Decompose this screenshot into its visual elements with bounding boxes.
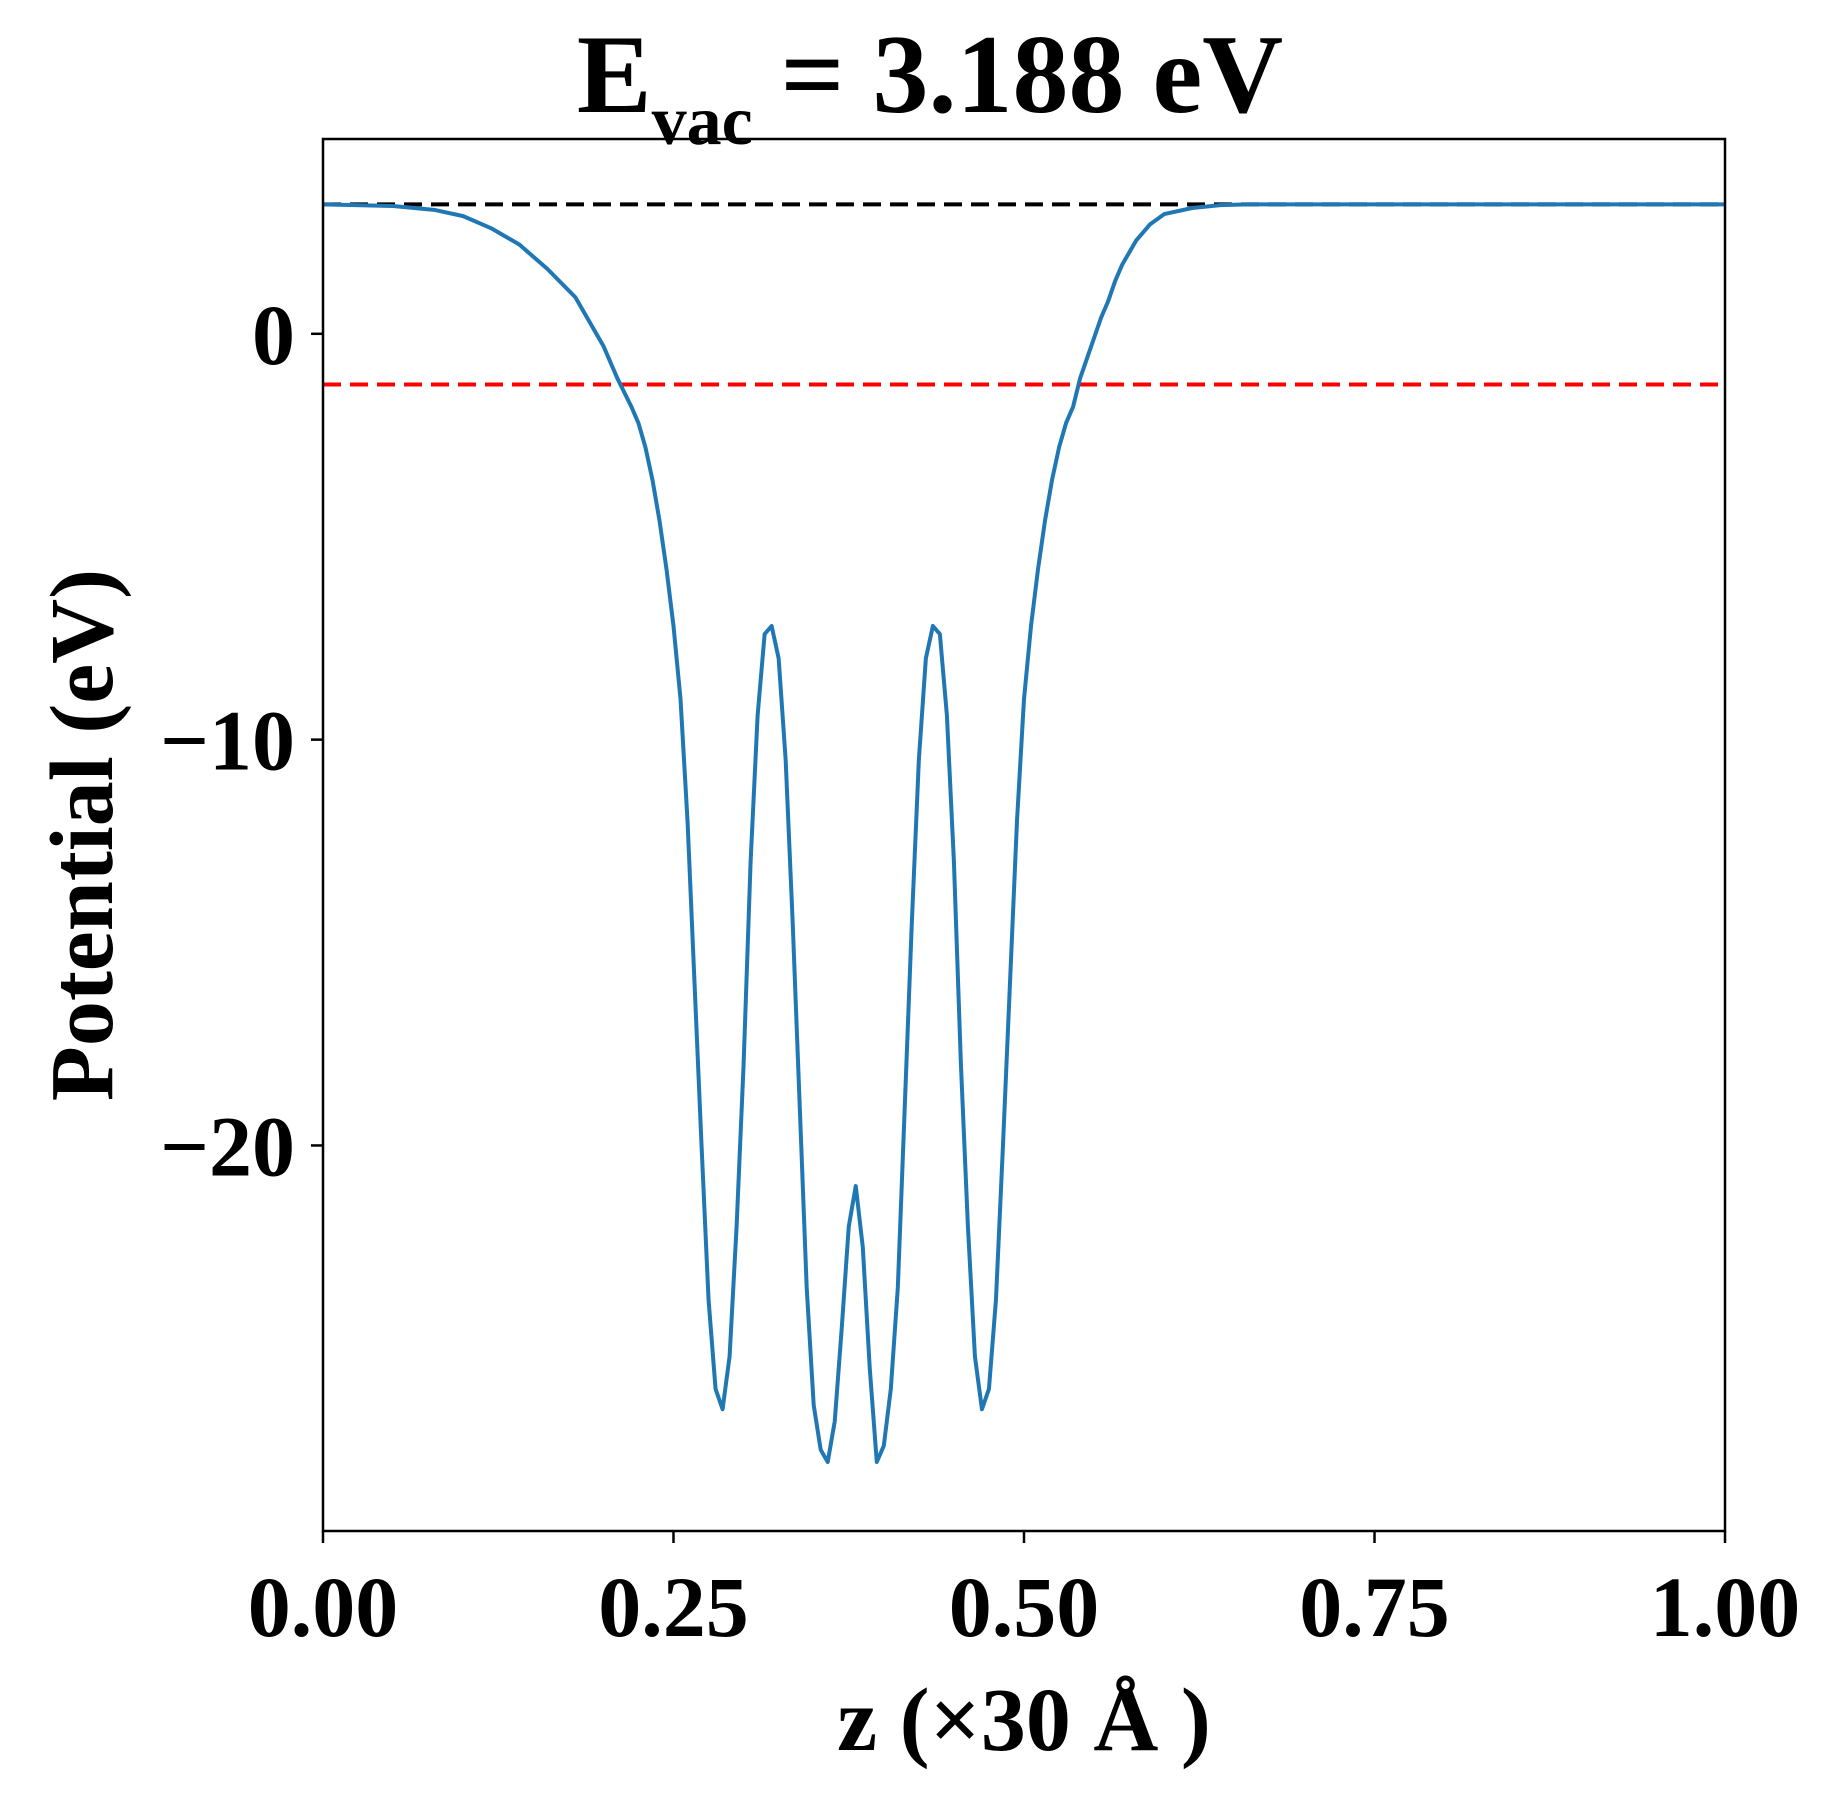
title-symbol: E xyxy=(577,13,652,137)
y-axis-label: Potential (eV) xyxy=(33,569,132,1101)
title-rest: = 3.188 eV xyxy=(753,13,1283,137)
x-tick-label: 0.00 xyxy=(248,1559,399,1655)
x-tick-label: 0.25 xyxy=(598,1559,749,1655)
series-layer xyxy=(323,202,1725,1465)
y-tick-label: −20 xyxy=(160,1098,295,1194)
y-tick-label: −10 xyxy=(160,693,295,789)
x-axis-label: z (×30 Å ) xyxy=(837,1671,1211,1770)
x-tick-label: 0.75 xyxy=(1299,1559,1450,1655)
title-subscript: vac xyxy=(652,83,753,160)
chart-title: Evac = 3.188 eV xyxy=(577,13,1283,160)
x-tick-label: 1.00 xyxy=(1650,1559,1801,1655)
y-tick-label: 0 xyxy=(252,287,295,383)
series-line-0 xyxy=(323,202,1725,1465)
x-tick-label: 0.50 xyxy=(949,1559,1100,1655)
x-axis: 0.00 0.25 0.50 0.75 1.00 xyxy=(248,1531,1801,1655)
y-axis: 0 −10 −20 xyxy=(160,287,323,1194)
